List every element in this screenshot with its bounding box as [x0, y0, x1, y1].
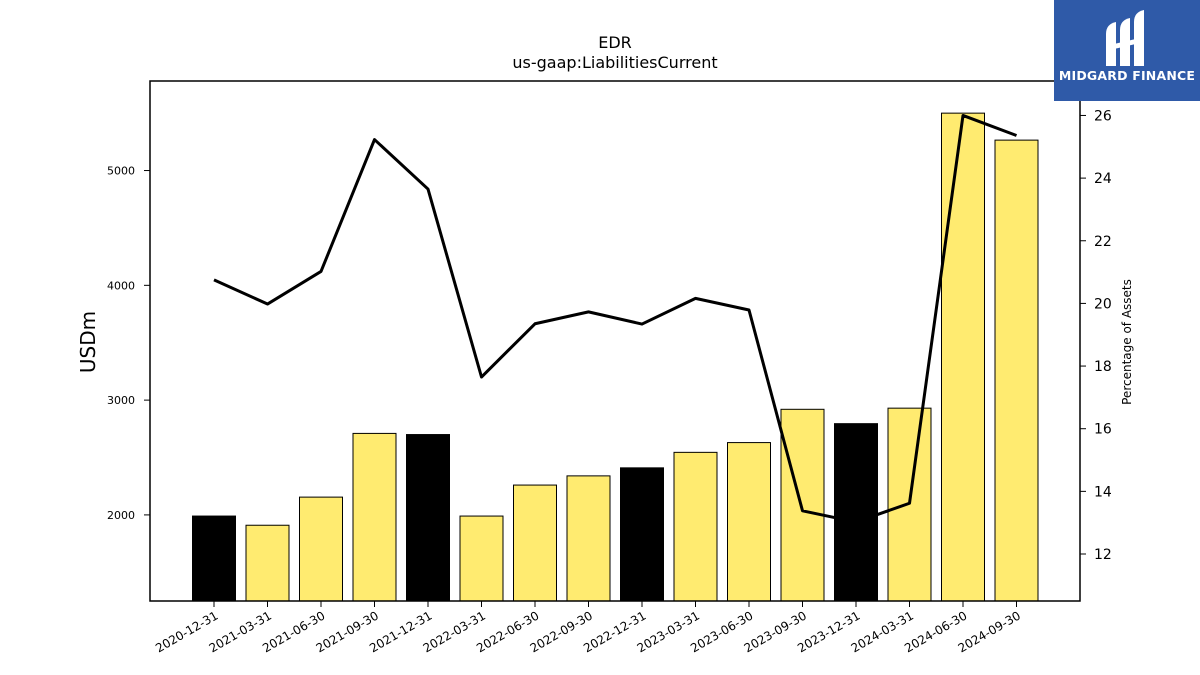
y2-tick-label: 20 [1094, 296, 1112, 312]
bar-2021-09-30 [352, 432, 397, 602]
midgard-logo-icon [1106, 10, 1144, 66]
bar-2024-09-30 [994, 139, 1039, 602]
bar-2022-12-31 [620, 467, 664, 602]
bar-2020-12-31 [192, 515, 236, 602]
y2-tick-label: 18 [1094, 359, 1112, 375]
y-tick-label: 3000 [107, 394, 135, 407]
y2-axis-label: Percentage of Assets [1120, 279, 1134, 405]
chart-subtitle: us-gaap:LiabilitiesCurrent [512, 53, 717, 72]
y2-tick-label: 14 [1094, 484, 1112, 500]
plot-frame [149, 80, 1081, 602]
midgard-finance-logo: MIDGARD FINANCE [1054, 0, 1200, 101]
percentage-line [213, 113, 1018, 524]
bar-2021-03-31 [245, 524, 290, 602]
y-tick-label: 2000 [107, 509, 135, 522]
bar-2022-09-30 [566, 475, 611, 602]
y2-tick-label: 26 [1094, 108, 1112, 124]
logo-text: MIDGARD FINANCE [1058, 68, 1196, 83]
bars-layer [192, 112, 1039, 602]
y2-tick-label: 22 [1094, 234, 1112, 250]
bar-2021-12-31 [406, 434, 450, 602]
line-layer [213, 113, 1018, 524]
bar-2024-06-30 [941, 112, 985, 602]
y-tick-label: 4000 [107, 279, 135, 292]
y2-tick-label: 12 [1094, 547, 1112, 563]
bar-2022-06-30 [513, 484, 557, 602]
y2-tick-label: 24 [1094, 171, 1112, 187]
bar-2023-03-31 [673, 451, 718, 602]
y-axis-label: USDm [76, 311, 100, 373]
chart-title: EDR [598, 33, 632, 52]
y2-tick-label: 16 [1094, 422, 1112, 438]
y-tick-label: 5000 [107, 165, 135, 178]
bar-2023-12-31 [834, 423, 878, 602]
bar-2023-06-30 [727, 442, 771, 602]
bar-2022-03-31 [459, 515, 504, 602]
bar-2021-06-30 [299, 496, 343, 602]
